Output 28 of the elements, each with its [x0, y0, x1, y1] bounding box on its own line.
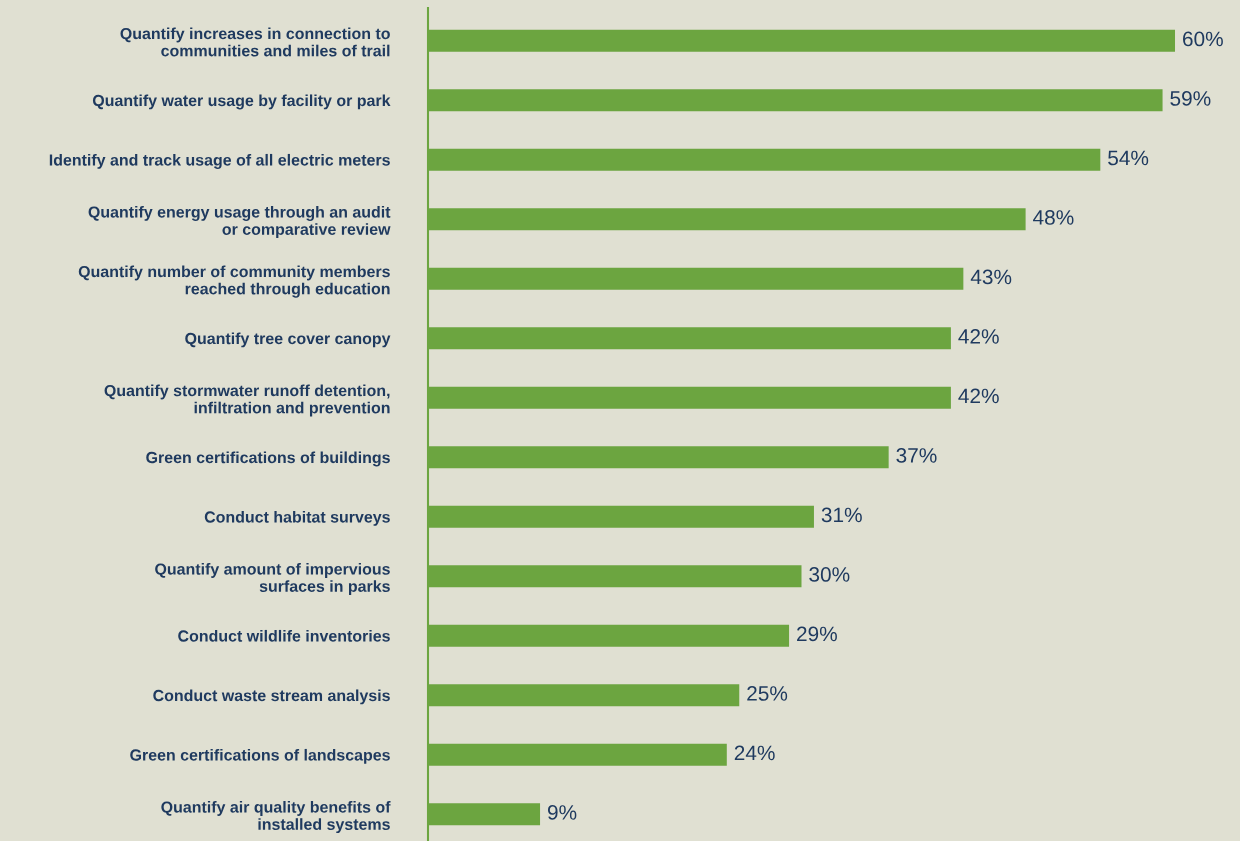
y-tick-label: Identify and track usage of all electric meters [49, 153, 390, 169]
data-label: 31% [821, 507, 862, 523]
data-label: 42% [958, 329, 999, 344]
data-label: 60% [1183, 31, 1223, 47]
data-label: 59% [1170, 91, 1211, 106]
data-label: 25% [747, 686, 788, 701]
y-tick-label: Quantify air quality benefits of installed systems [161, 800, 391, 834]
y-tick-label: Quantify water usage by facility or park [92, 94, 391, 110]
data-label: 30% [809, 567, 850, 582]
data-label: 43% [970, 269, 1012, 285]
y-tick-label: Quantify increases in connection to communities and miles of trail [120, 27, 390, 57]
data-label: 24% [734, 745, 775, 761]
y-tick-label: Quantify energy usage through an audit or comparative review [88, 205, 391, 239]
y-tick-label: Quantify number of community members reached through education [78, 265, 390, 298]
y-tick-label: Conduct habitat surveys [204, 510, 390, 526]
y-tick-label: Green certifications of landscapes [130, 748, 390, 764]
y-tick-label: Quantify stormwater runoff detention, infiltration and prevention [104, 384, 390, 417]
data-label: 48% [1033, 210, 1074, 225]
y-tick-label: Conduct waste stream analysis [153, 689, 390, 705]
data-label: 9% [547, 805, 577, 820]
data-label: 29% [797, 626, 837, 642]
data-label: 37% [896, 448, 937, 463]
y-tick-label: Quantify amount of impervious surfaces in parks [155, 562, 390, 596]
y-tick-label: Conduct wildlife inventories [178, 629, 390, 642]
y-tick-label: Green certifications of buildings [146, 451, 390, 467]
data-label: 42% [958, 388, 999, 404]
y-tick-label: Quantify tree cover canopy [185, 332, 391, 348]
data-label: 54% [1108, 150, 1149, 166]
